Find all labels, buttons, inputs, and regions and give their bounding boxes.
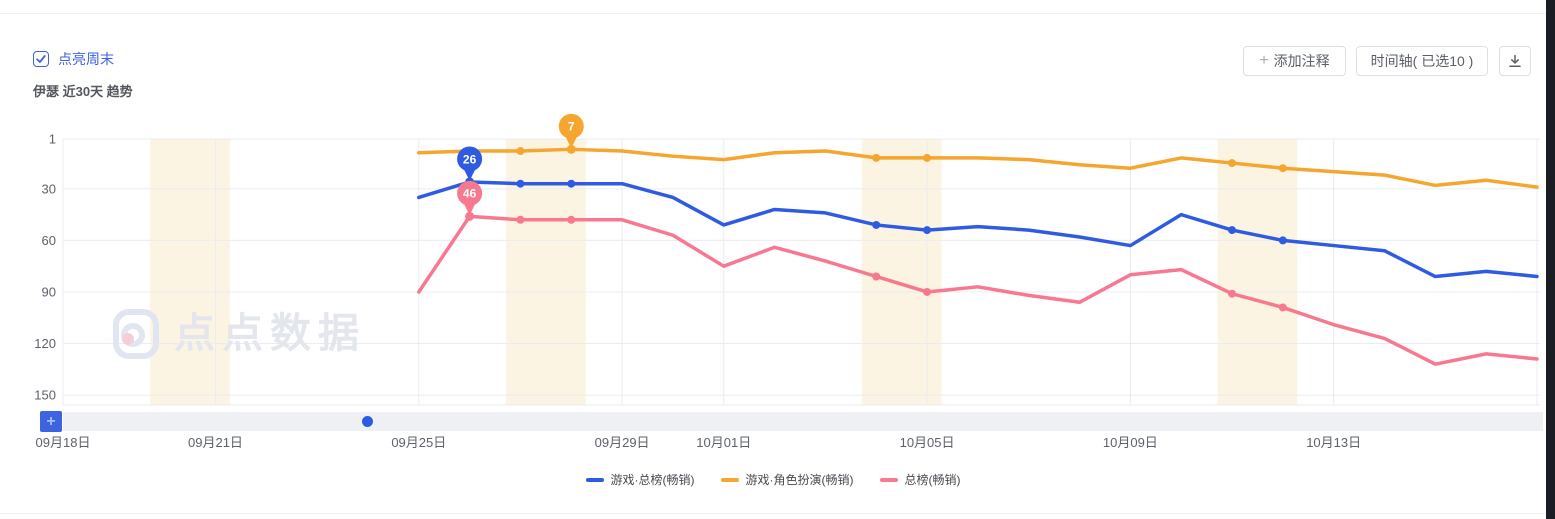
- weekend-point-dot: [516, 215, 525, 224]
- y-axis-label: 120: [34, 336, 56, 351]
- legend-item-0[interactable]: 游戏·总榜(畅销): [585, 471, 695, 488]
- x-axis-label: 09月29日: [595, 435, 650, 450]
- peak-anchor-dot: [566, 144, 576, 154]
- weekend-point-dot: [516, 179, 525, 188]
- timeline-button[interactable]: 时间轴( 已选10 ): [1356, 46, 1488, 76]
- series-line-1: [417, 147, 1539, 189]
- x-axis-label: 09月25日: [391, 435, 446, 450]
- peak-anchor-dot: [465, 211, 475, 221]
- legend-swatch: [879, 477, 898, 482]
- x-axis-label: 09月21日: [188, 435, 243, 450]
- peak-badge-0: 26: [457, 146, 483, 187]
- x-axis-label: 10月13日: [1306, 435, 1361, 450]
- right-edge-dark-strip: [1546, 0, 1555, 519]
- peak-badge-bubble: [558, 113, 584, 139]
- x-axis-label: 10月01日: [696, 435, 751, 450]
- peak-badge-tail: [463, 168, 476, 181]
- top-border: [0, 13, 1546, 14]
- weekend-point-dot: [923, 226, 932, 235]
- plus-icon: +: [1259, 52, 1269, 69]
- peak-badge-value: 26: [463, 152, 477, 166]
- weekend-point-dot: [872, 153, 881, 162]
- peak-badge-2: 46: [457, 180, 483, 221]
- weekend-band: [861, 139, 942, 405]
- highlight-weekend-checkbox[interactable]: [33, 51, 49, 67]
- x-axis-label: 10月05日: [900, 435, 955, 450]
- y-axis-label: 1: [49, 132, 56, 147]
- download-button[interactable]: [1499, 46, 1531, 76]
- legend-item-2[interactable]: 总榜(畅销): [879, 471, 961, 488]
- chart-title: 伊瑟 近30天 趋势: [33, 84, 133, 99]
- weekend-point-dot: [1278, 303, 1287, 312]
- weekend-point-dot: [567, 215, 576, 224]
- add-annotation-label: 添加注释: [1273, 53, 1330, 69]
- peak-badge-value: 7: [568, 120, 575, 134]
- download-icon: [1509, 54, 1521, 67]
- weekend-point-dot: [872, 272, 881, 281]
- peak-badge-bubble: [457, 180, 483, 206]
- weekend-point-dot: [1228, 289, 1237, 298]
- check-icon: [36, 55, 46, 63]
- peak-badge-tail: [565, 136, 578, 149]
- weekend-point-dot: [516, 147, 525, 156]
- annotation-marker-dot[interactable]: [362, 416, 374, 427]
- weekend-point-dot: [923, 153, 932, 162]
- weekend-point-dot: [1278, 164, 1287, 173]
- peak-badge-1: 7: [558, 113, 584, 154]
- legend-swatch: [585, 477, 604, 482]
- peak-badge-bubble: [457, 146, 483, 172]
- series-line-0: [417, 180, 1539, 279]
- weekend-point-dot: [923, 287, 932, 296]
- x-axis-label: 10月09日: [1103, 435, 1158, 450]
- weekend-point-dot: [1228, 226, 1237, 235]
- weekend-point-dot: [1228, 159, 1237, 168]
- legend-label: 游戏·总榜(畅销): [610, 473, 695, 487]
- bottom-border: [0, 513, 1546, 514]
- y-axis-label: 90: [42, 284, 56, 299]
- highlight-weekend-label[interactable]: 点亮周末: [58, 51, 114, 67]
- weekend-band: [1217, 139, 1298, 405]
- legend-swatch: [720, 477, 739, 482]
- timeline-scroll-track[interactable]: [63, 412, 1543, 431]
- series-line-2: [417, 214, 1539, 366]
- add-annotation-button[interactable]: + 添加注释: [1243, 46, 1346, 76]
- peak-badge-value: 46: [463, 187, 477, 201]
- legend-label: 游戏·角色扮演(畅销): [745, 473, 854, 487]
- weekend-band: [505, 139, 586, 405]
- x-axis-label: 09月18日: [36, 435, 91, 450]
- legend-label: 总榜(畅销): [904, 473, 961, 487]
- chart-legend: 游戏·总榜(畅销) 游戏·角色扮演(畅销) 总榜(畅销): [0, 471, 1546, 488]
- weekend-band: [150, 139, 230, 405]
- weekend-point-dot: [567, 179, 576, 188]
- y-axis-label: 60: [42, 233, 56, 248]
- timeline-button-label: 时间轴( 已选10 ): [1370, 53, 1474, 69]
- y-axis-label: 30: [42, 181, 56, 196]
- y-axis-label: 150: [34, 388, 56, 403]
- timeline-zoom-plus-button[interactable]: +: [40, 411, 62, 432]
- weekend-point-dot: [1278, 236, 1287, 245]
- legend-item-1[interactable]: 游戏·角色扮演(畅销): [720, 471, 854, 488]
- peak-badge-tail: [463, 203, 476, 216]
- weekend-point-dot: [872, 220, 881, 229]
